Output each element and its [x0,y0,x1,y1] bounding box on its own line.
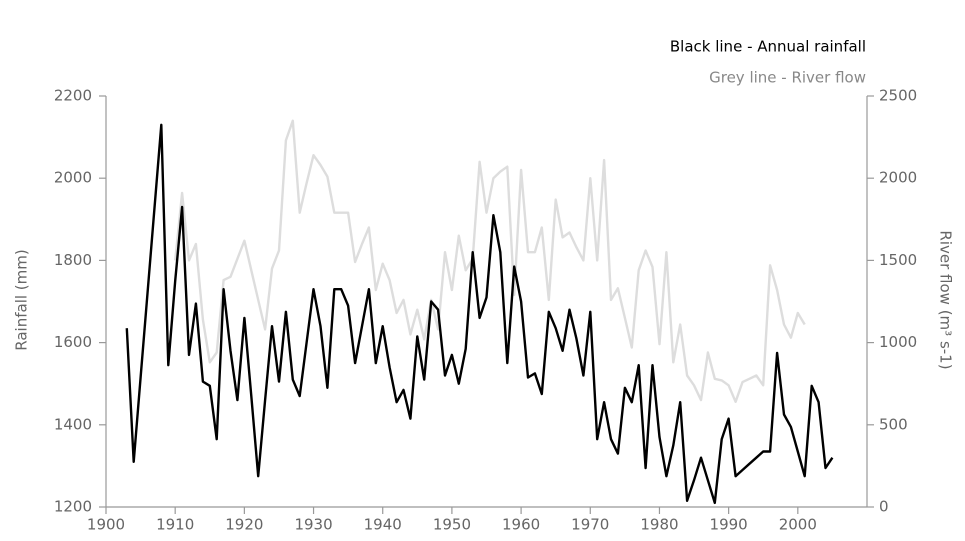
legend-entry: Black line - Annual rainfall [670,38,866,56]
x-tick-label: 1960 [502,516,540,534]
y2-tick-label: 500 [879,415,908,433]
y-tick-label: 2000 [54,169,92,187]
x-tick-label: 1900 [87,516,125,534]
y2-tick-label: 2000 [879,169,917,187]
x-tick-label: 1930 [294,516,332,534]
legend-entry: Grey line - River flow [709,69,866,87]
y2-tick-label: 2500 [879,87,917,105]
y-tick-label: 2200 [54,87,92,105]
x-tick-label: 1910 [156,516,194,534]
y2-tick-label: 1500 [879,251,917,269]
y2-tick-label: 0 [879,498,889,516]
x-tick-label: 2000 [779,516,817,534]
x-tick-label: 1950 [433,516,471,534]
data-line [125,123,834,505]
y2-tick-label: 1000 [879,333,917,351]
x-tick-label: 1980 [640,516,678,534]
x-tick-label: 1990 [710,516,748,534]
y-tick-label: 1600 [54,333,92,351]
y-tick-label: 1400 [54,415,92,433]
x-tick-label: 1920 [225,516,263,534]
y2-axis-label: River flow (m³ s-1) [937,230,955,369]
x-tick-label: 1970 [571,516,609,534]
y-tick-label: 1200 [54,498,92,516]
data-line [174,119,806,403]
y-axis-label: Rainfall (mm) [13,249,31,350]
x-tick-label: 1940 [364,516,402,534]
y-tick-label: 1800 [54,251,92,269]
